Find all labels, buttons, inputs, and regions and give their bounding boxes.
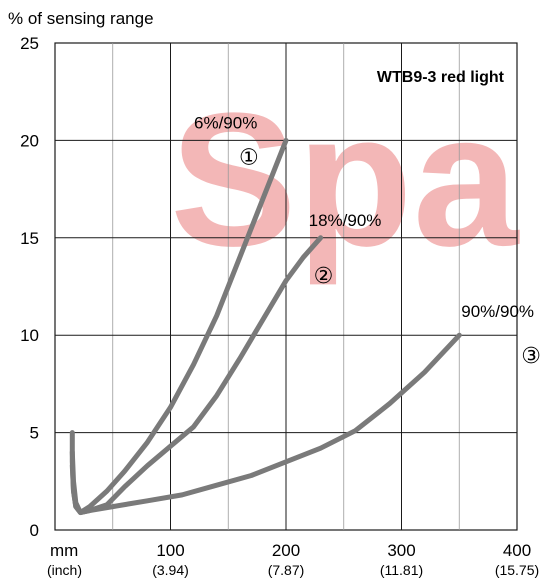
y-tick-label: 15 bbox=[20, 229, 39, 248]
series-label-2: 18%/90% bbox=[309, 211, 382, 230]
x-tick-label-inch: (11.81) bbox=[380, 562, 423, 578]
x-tick-label: 100 bbox=[156, 541, 184, 560]
x-tick-label-inch: (7.87) bbox=[268, 562, 305, 578]
series-marker-3: ③ bbox=[521, 343, 541, 368]
curves bbox=[69, 137, 462, 515]
series-line-3 bbox=[69, 332, 462, 515]
x-axis-label-inch: (inch) bbox=[47, 562, 82, 578]
x-axis-label: mm bbox=[50, 541, 78, 560]
y-axis-ticks: 0 5 10 15 20 25 bbox=[20, 34, 39, 540]
x-axis-ticks: 100 (3.94) 200 (7.87) 300 (11.81) 400 (15.75) bbox=[152, 541, 539, 578]
x-tick-label-inch: (15.75) bbox=[495, 562, 539, 578]
x-tick-label-inch: (3.94) bbox=[152, 562, 189, 578]
watermark: Spa bbox=[170, 74, 520, 286]
y-tick-label: 0 bbox=[30, 521, 39, 540]
y-tick-label: 25 bbox=[20, 34, 39, 53]
series-label-1: 6%/90% bbox=[194, 113, 257, 132]
y-tick-label: 5 bbox=[30, 424, 39, 443]
y-axis-label: % of sensing range bbox=[8, 9, 154, 28]
curve-labels: 6%/90% ① 18%/90% ② 90%/90% ③ bbox=[194, 113, 541, 368]
y-tick-label: 10 bbox=[20, 326, 39, 345]
x-tick-label: 200 bbox=[272, 541, 300, 560]
series-marker-2: ② bbox=[314, 263, 334, 288]
y-tick-label: 20 bbox=[20, 131, 39, 150]
series-marker-1: ① bbox=[239, 144, 259, 169]
x-tick-label: 400 bbox=[503, 541, 531, 560]
series-label-3: 90%/90% bbox=[461, 302, 534, 321]
x-tick-label: 300 bbox=[387, 541, 415, 560]
chart-title: WTB9-3 red light bbox=[377, 69, 505, 86]
